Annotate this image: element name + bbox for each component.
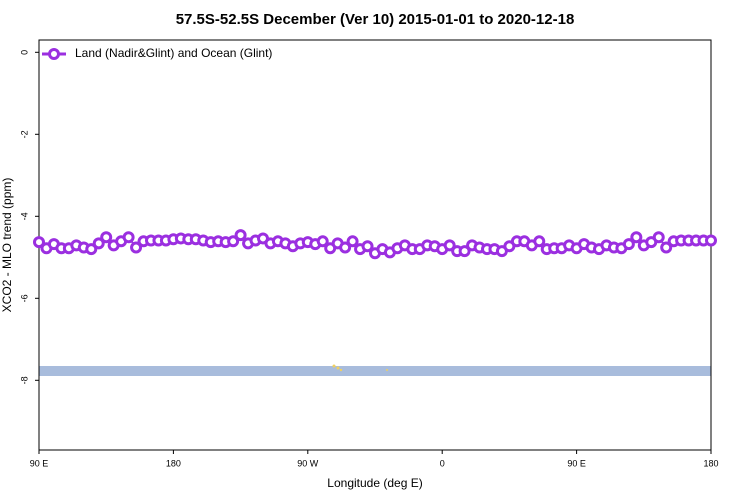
legend: Land (Nadir&Glint) and Ocean (Glint) (42, 46, 272, 60)
legend-label: Land (Nadir&Glint) and Ocean (Glint) (75, 46, 272, 60)
data-point (227, 235, 240, 248)
data-point (443, 239, 456, 252)
data-point (234, 229, 247, 242)
data-point (33, 236, 45, 249)
surface-band (39, 366, 711, 376)
x-axis-label: Longitude (deg E) (327, 476, 422, 490)
y-tick-label: -2 (19, 130, 29, 138)
surface-speck (332, 364, 336, 368)
data-point (533, 235, 546, 248)
data-point (660, 241, 673, 254)
x-tick-label: 90 E (30, 458, 49, 468)
legend-marker (48, 48, 60, 60)
y-tick-label: -8 (19, 376, 29, 384)
surface-speck (339, 368, 343, 372)
x-tick-label: 90 W (297, 458, 319, 468)
chart-title: 57.5S-52.5S December (Ver 10) 2015-01-01… (176, 11, 575, 28)
x-tick-label: 180 (166, 458, 181, 468)
data-point (622, 238, 635, 251)
y-tick-label: -4 (19, 212, 29, 220)
data-point (92, 237, 105, 250)
data-point (458, 245, 471, 258)
x-tick-label: 0 (440, 458, 445, 468)
surface-speck (386, 369, 388, 371)
data-point (85, 243, 98, 256)
data-point (630, 231, 643, 244)
y-axis-label: XCO2 - MLO trend (ppm) (0, 178, 14, 313)
data-point (346, 235, 359, 248)
surface-speck (336, 366, 340, 370)
data-point (339, 241, 352, 254)
data-point (361, 240, 374, 253)
y-tick-label: -6 (19, 294, 29, 302)
data-point (122, 231, 135, 244)
y-tick-label: 0 (19, 50, 29, 55)
data-point (705, 234, 717, 247)
x-tick-label: 90 E (567, 458, 586, 468)
data-point (316, 235, 329, 248)
data-point (100, 231, 113, 244)
data-point (130, 241, 143, 254)
data-point (652, 231, 665, 244)
x-tick-label: 180 (703, 458, 718, 468)
